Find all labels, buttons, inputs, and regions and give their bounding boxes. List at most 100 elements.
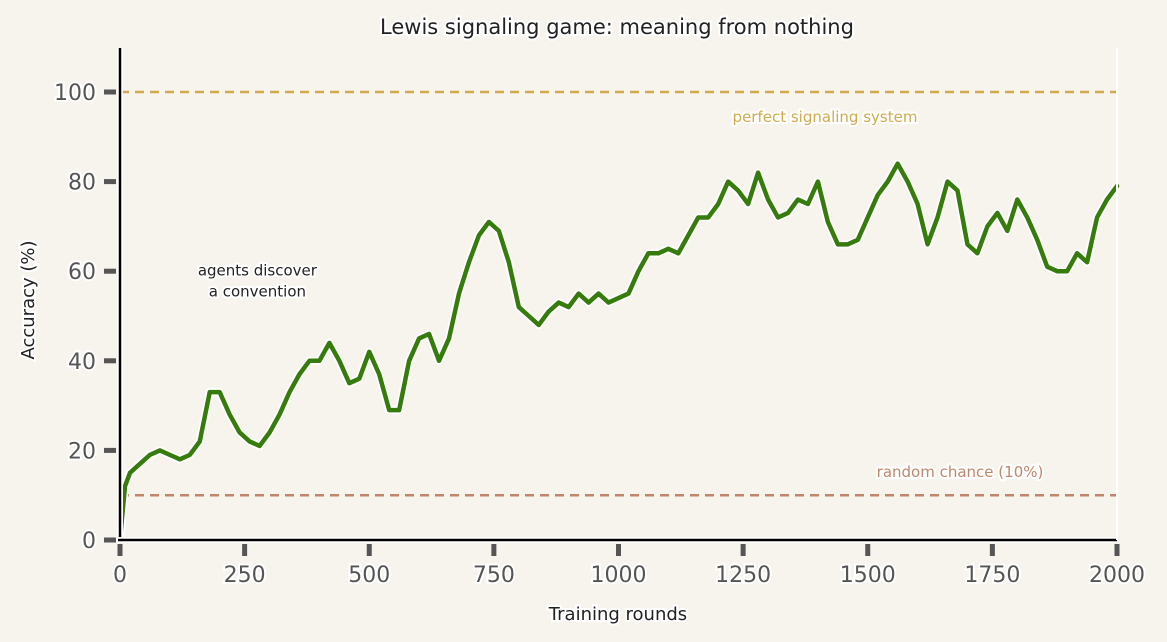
data-point: [796, 198, 800, 202]
data-point: [975, 251, 979, 255]
data-point: [537, 323, 541, 327]
data-point: [497, 229, 501, 233]
data-point: [218, 390, 222, 394]
y-tick-mark: [104, 89, 116, 95]
data-point: [1025, 215, 1029, 219]
data-point: [955, 189, 959, 193]
data-point: [367, 350, 371, 354]
y-tick-label: 80: [68, 171, 96, 196]
annotation-text: agents discover: [198, 262, 318, 280]
data-point: [776, 215, 780, 219]
data-point: [238, 430, 242, 434]
data-point: [357, 377, 361, 381]
data-point: [906, 180, 910, 184]
data-point: [317, 359, 321, 363]
data-point: [995, 211, 999, 215]
data-point: [567, 305, 571, 309]
data-point: [347, 381, 351, 385]
data-point: [457, 292, 461, 296]
data-point: [706, 215, 710, 219]
reference-line-label: random chance (10%): [877, 463, 1044, 481]
x-tick-label: 250: [224, 563, 266, 588]
data-point: [736, 189, 740, 193]
x-tick-label: 2000: [1089, 563, 1145, 588]
x-tick-mark: [740, 544, 746, 556]
x-tick-mark: [616, 544, 621, 556]
x-tick-mark: [491, 544, 497, 556]
data-point: [1015, 198, 1019, 202]
data-point: [587, 301, 591, 305]
data-point: [407, 359, 411, 363]
y-tick-label: 0: [82, 529, 96, 554]
x-tick-label: 750: [473, 563, 515, 588]
data-point: [876, 193, 880, 197]
data-point: [517, 305, 521, 309]
data-point: [896, 162, 900, 166]
data-point: [527, 314, 531, 318]
data-point: [816, 180, 820, 184]
data-point: [746, 202, 750, 206]
annotation-text: a convention: [209, 283, 306, 301]
data-point: [886, 180, 890, 184]
data-point: [138, 462, 142, 466]
data-point: [1065, 269, 1069, 273]
x-tick-label: 1750: [964, 563, 1020, 588]
data-point: [836, 242, 840, 246]
x-tick-mark: [242, 544, 248, 556]
data-point: [1035, 238, 1039, 242]
data-point: [467, 260, 471, 264]
y-tick-mark: [104, 358, 116, 364]
x-tick-mark: [117, 544, 123, 556]
y-tick-label: 100: [54, 81, 96, 106]
data-point: [297, 372, 301, 376]
data-point: [946, 180, 950, 184]
y-tick-label: 20: [68, 439, 96, 464]
y-tick-mark: [104, 537, 116, 543]
y-tick-mark: [104, 268, 116, 274]
data-point: [327, 341, 331, 345]
data-point: [926, 242, 930, 246]
data-point: [128, 471, 132, 475]
x-tick-label: 1500: [840, 563, 896, 588]
data-point: [696, 215, 700, 219]
data-point: [936, 215, 940, 219]
data-point: [123, 484, 127, 488]
chart-title: Lewis signaling game: meaning from nothi…: [380, 15, 854, 39]
data-point: [158, 448, 162, 452]
data-point: [1095, 215, 1099, 219]
data-point: [148, 453, 152, 457]
data-point: [916, 202, 920, 206]
y-axis-label: Accuracy (%): [18, 240, 39, 359]
y-tick-label: 40: [68, 350, 96, 375]
data-point: [377, 372, 381, 376]
data-point: [487, 220, 491, 224]
data-point: [756, 171, 760, 175]
x-tick-mark: [865, 544, 871, 556]
data-point: [1075, 251, 1079, 255]
data-point: [666, 247, 670, 251]
data-point: [188, 453, 192, 457]
series-line-outline: [116, 159, 1121, 541]
data-point: [985, 224, 989, 228]
data-point: [1045, 265, 1049, 269]
data-point: [198, 439, 202, 443]
series-line: [117, 161, 1120, 543]
data-point: [268, 430, 272, 434]
x-tick-label: 1250: [715, 563, 771, 588]
data-point: [597, 292, 601, 296]
data-point: [646, 251, 650, 255]
data-point: [397, 408, 401, 412]
data-point: [208, 390, 212, 394]
data-point: [866, 215, 870, 219]
data-point: [806, 202, 810, 206]
data-point: [656, 251, 660, 255]
x-tick-mark: [989, 544, 995, 556]
data-point: [1085, 260, 1089, 264]
data-point: [826, 220, 830, 224]
data-point: [228, 413, 232, 417]
data-point: [577, 292, 581, 296]
x-tick-label: 0: [113, 563, 127, 588]
data-point: [726, 180, 730, 184]
data-point: [278, 413, 282, 417]
data-point: [387, 408, 391, 412]
